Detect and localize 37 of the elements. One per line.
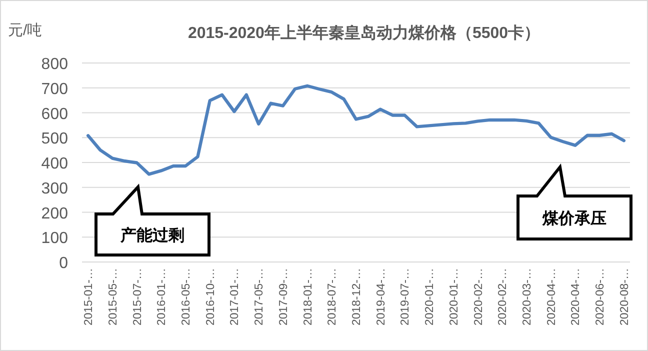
x-tick-label: 2020-03-… <box>521 268 534 326</box>
x-tick-label: 2020-04-… <box>546 268 558 326</box>
y-tick-label: 700 <box>41 80 68 98</box>
y-tick-label: 600 <box>41 106 68 123</box>
x-tick-label: 2017-05-… <box>254 268 266 326</box>
line-series <box>86 84 626 176</box>
x-tick-label: 2020-01-… <box>448 268 460 326</box>
y-tick-label: 300 <box>41 180 68 198</box>
x-tick-label: 2015-01-… <box>83 268 96 326</box>
x-tick-label: 2020-08-… <box>618 268 631 326</box>
chart-title: 2015-2020年上半年秦皇岛动力煤价格（5500卡） <box>188 24 540 42</box>
x-tick-label: 2020-02-… <box>497 268 510 326</box>
annotation: 产能过剩 <box>120 226 184 244</box>
x-tick-label: 2017-01-… <box>229 268 242 326</box>
y-tick-label: 200 <box>41 205 68 222</box>
y-tick-label: 800 <box>41 56 68 73</box>
y-tick-label: 100 <box>41 230 68 248</box>
x-tick-label: 2019-07-… <box>400 268 412 326</box>
x-tick-label: 2018-07-… <box>326 268 339 326</box>
x-tick-label: 2016-10-… <box>204 268 217 326</box>
y-tick-label: 400 <box>41 156 68 172</box>
x-tick-label: 2020-04-… <box>570 268 582 326</box>
annotation: 煤价承压 <box>542 210 606 228</box>
x-tick-label: 2020-06-… <box>594 268 607 326</box>
x-tick-label: 2016-05-… <box>180 268 193 326</box>
x-tick-label: 2015-07-… <box>132 268 144 326</box>
y-tick-label: 0 <box>59 255 68 272</box>
y-axis-title: 元/吨 <box>8 22 42 39</box>
x-tick-label: 2017-09-… <box>278 268 290 326</box>
x-tick-label: 2020-02-… <box>472 268 485 326</box>
x-tick-label: 2018-01-… <box>302 268 314 326</box>
x-tick-label: 2018-12-… <box>351 268 363 326</box>
x-tick-label: 2015-05-… <box>107 268 120 326</box>
y-tick-label: 500 <box>41 130 68 148</box>
x-tick-label: 2019-04-… <box>375 268 388 326</box>
x-tick-label: 2016-01-… <box>156 268 168 326</box>
x-tick-label: 2020-01-… <box>424 268 436 326</box>
